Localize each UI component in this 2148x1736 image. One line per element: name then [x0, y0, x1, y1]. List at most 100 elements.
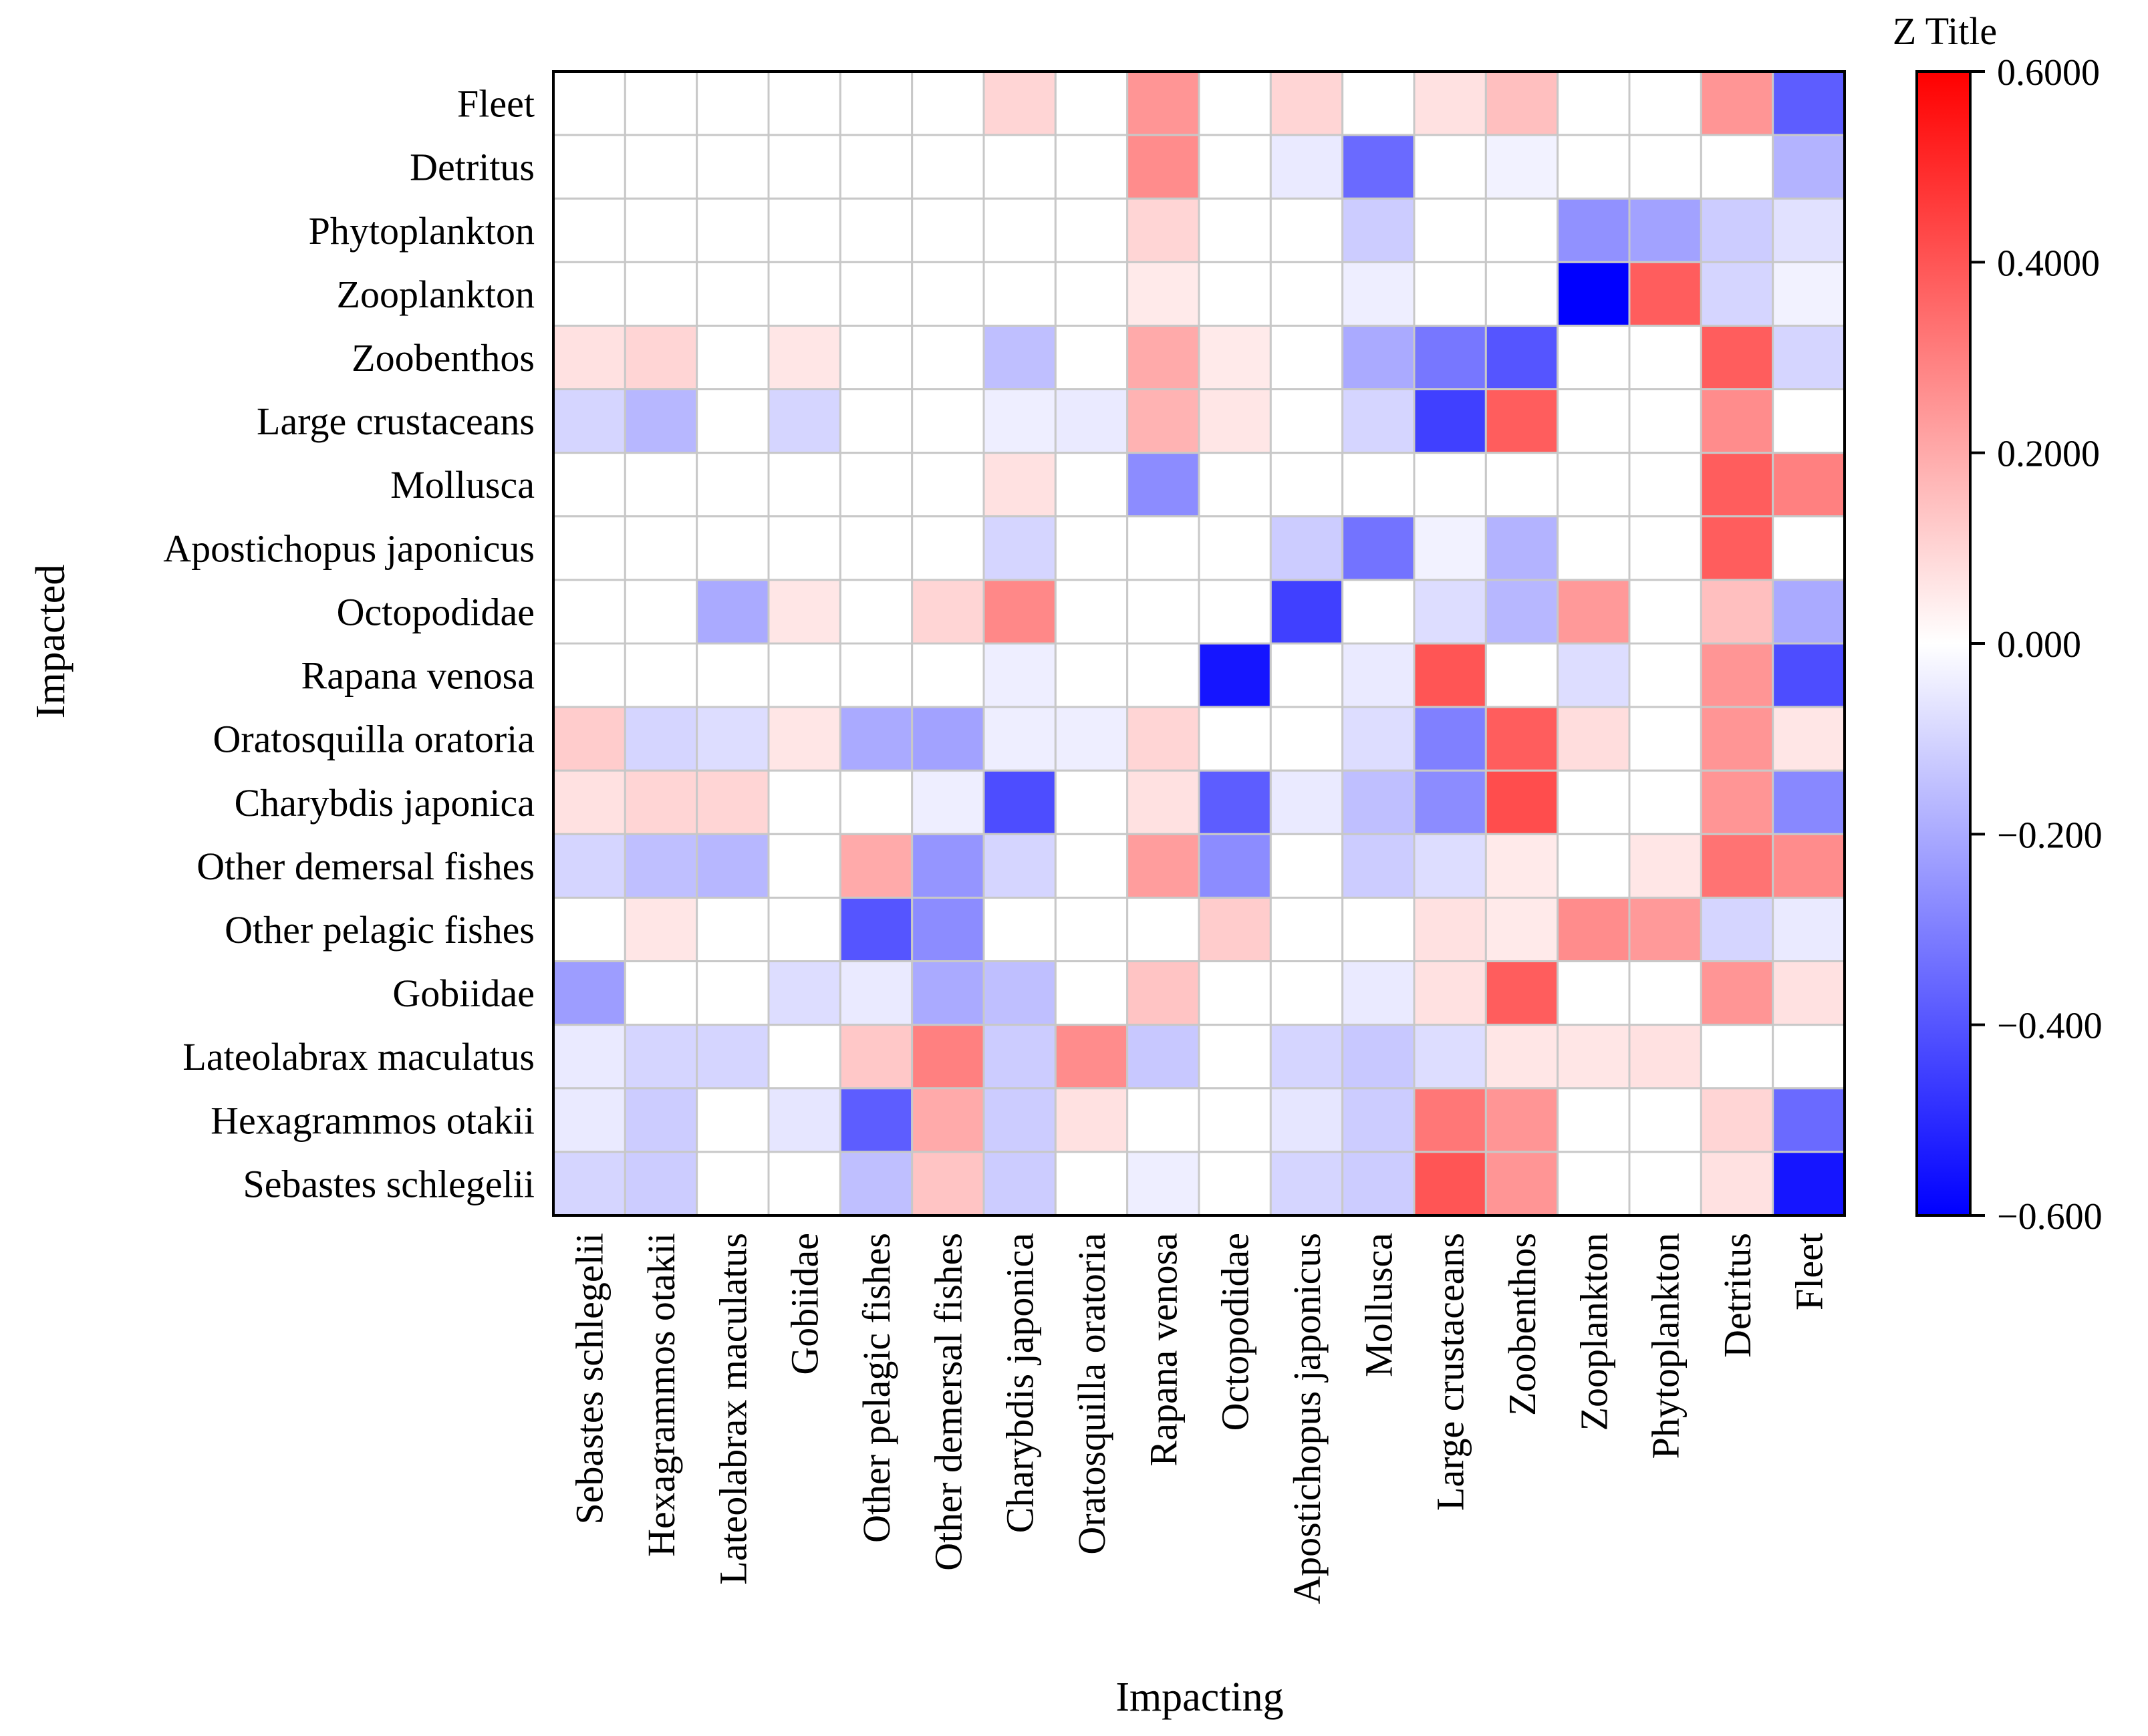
heatmap-cell	[911, 70, 985, 136]
heatmap-cell	[552, 515, 626, 581]
heatmap-cell	[552, 452, 626, 518]
heatmap-cell	[1413, 833, 1487, 899]
heatmap-cell	[1413, 388, 1487, 454]
heatmap-cell	[1772, 515, 1846, 581]
heatmap-cell	[1341, 197, 1416, 263]
heatmap-cell	[552, 896, 626, 963]
colorbar-tick-label: −0.200	[1997, 815, 2103, 856]
heatmap-cell	[1269, 197, 1344, 263]
heatmap-cell	[624, 388, 698, 454]
heatmap-cell	[911, 1087, 985, 1153]
y-tick-label: Hexagrammos otakii	[211, 1099, 535, 1142]
heatmap-cell	[624, 515, 698, 581]
heatmap-cell	[982, 896, 1057, 963]
heatmap-cell	[839, 833, 914, 899]
colorbar-tick-label: −0.400	[1997, 1006, 2103, 1047]
heatmap-cell	[1269, 70, 1344, 136]
heatmap-cell	[1413, 261, 1487, 327]
heatmap-cell	[696, 1087, 770, 1153]
heatmap-cell	[552, 197, 626, 263]
heatmap-cell	[1413, 960, 1487, 1026]
colorbar: 0.6000 0.4000 0.2000 0.000 −0.200 −0.400 −0.60…	[1893, 9, 2103, 1238]
heatmap-cell	[1054, 388, 1129, 454]
heatmap-cell	[1054, 769, 1129, 835]
heatmap-cell	[1628, 1087, 1702, 1153]
x-tick-label: Zoobenthos	[1500, 1233, 1544, 1416]
heatmap-cell	[1198, 833, 1272, 899]
heatmap-cell	[1557, 388, 1631, 454]
heatmap-cell	[839, 769, 914, 835]
heatmap-cell	[696, 324, 770, 391]
heatmap-cell	[552, 324, 626, 391]
heatmap-cell	[1198, 197, 1272, 263]
heatmap-cell	[1484, 452, 1559, 518]
heatmap-cell	[839, 960, 914, 1026]
heatmap-cell	[1198, 261, 1272, 327]
heatmap-cell	[1054, 261, 1129, 327]
heatmap-cell	[552, 579, 626, 645]
heatmap-cell	[1269, 261, 1344, 327]
heatmap-cell	[1484, 261, 1559, 327]
heatmap-cell	[552, 960, 626, 1026]
heatmap-cell	[911, 833, 985, 899]
heatmap-cell	[1341, 833, 1416, 899]
heatmap-cell	[696, 960, 770, 1026]
heatmap-cell	[839, 261, 914, 327]
heatmap-cell	[696, 515, 770, 581]
heatmap-cell	[1484, 642, 1559, 708]
heatmap-cell	[1557, 1151, 1631, 1217]
heatmap-cell	[1054, 642, 1129, 708]
heatmap-cell	[911, 960, 985, 1026]
heatmap-cell	[1269, 515, 1344, 581]
colorbar-tick-label: 0.000	[1997, 624, 2081, 666]
heatmap-cell	[624, 769, 698, 835]
heatmap-cell	[552, 833, 626, 899]
x-axis-label: Impacting	[1115, 1675, 1283, 1720]
heatmap-cell	[1341, 388, 1416, 454]
heatmap-cell	[696, 1151, 770, 1217]
heatmap-cell	[1772, 579, 1846, 645]
x-tick-label: Lateolabrax maculatus	[711, 1233, 755, 1585]
heatmap-cell	[1126, 70, 1200, 136]
heatmap-cell	[1484, 70, 1559, 136]
heatmap-cell	[552, 261, 626, 327]
heatmap-cell	[1772, 1024, 1846, 1090]
heatmap-cell	[1700, 70, 1774, 136]
heatmap-cell	[911, 642, 985, 708]
heatmap-cell	[1269, 642, 1344, 708]
heatmap-cell	[1700, 579, 1774, 645]
heatmap-cell	[1700, 1151, 1774, 1217]
heatmap-cell	[1557, 642, 1631, 708]
heatmap-cell	[1198, 388, 1272, 454]
heatmap-cell	[1772, 642, 1846, 708]
heatmap-cell	[982, 70, 1057, 136]
heatmap-cell	[767, 452, 841, 518]
x-tick-label: Detritus	[1716, 1233, 1759, 1358]
heatmap-cell	[1269, 452, 1344, 518]
heatmap-cell	[1341, 324, 1416, 391]
heatmap-cell	[1198, 324, 1272, 391]
heatmap-cell	[1269, 324, 1344, 391]
heatmap-cell	[982, 197, 1057, 263]
y-tick-label: Gobiidae	[392, 972, 535, 1015]
x-tick-label: Phytoplankton	[1644, 1233, 1688, 1459]
heatmap-cell	[552, 388, 626, 454]
heatmap-cell	[911, 515, 985, 581]
y-axis-tick-labels: Fleet Detritus Phytoplankton Zooplankton Zoo…	[163, 82, 535, 1206]
heatmap-cell	[1126, 515, 1200, 581]
heatmap-cell	[624, 452, 698, 518]
heatmap-cell	[624, 1087, 698, 1153]
heatmap-cell	[1700, 452, 1774, 518]
heatmap-cell	[1628, 960, 1702, 1026]
heatmap-cell	[1700, 642, 1774, 708]
heatmap-cell	[1341, 452, 1416, 518]
x-tick-label: Rapana venosa	[1142, 1233, 1185, 1466]
heatmap-cell	[1700, 515, 1774, 581]
heatmap-cell	[552, 706, 626, 772]
heatmap-cell	[1054, 1087, 1129, 1153]
x-tick-label: Octopodidae	[1214, 1233, 1257, 1431]
heatmap-cell	[1341, 515, 1416, 581]
heatmap-cell	[1484, 833, 1559, 899]
heatmap-cell	[1054, 324, 1129, 391]
